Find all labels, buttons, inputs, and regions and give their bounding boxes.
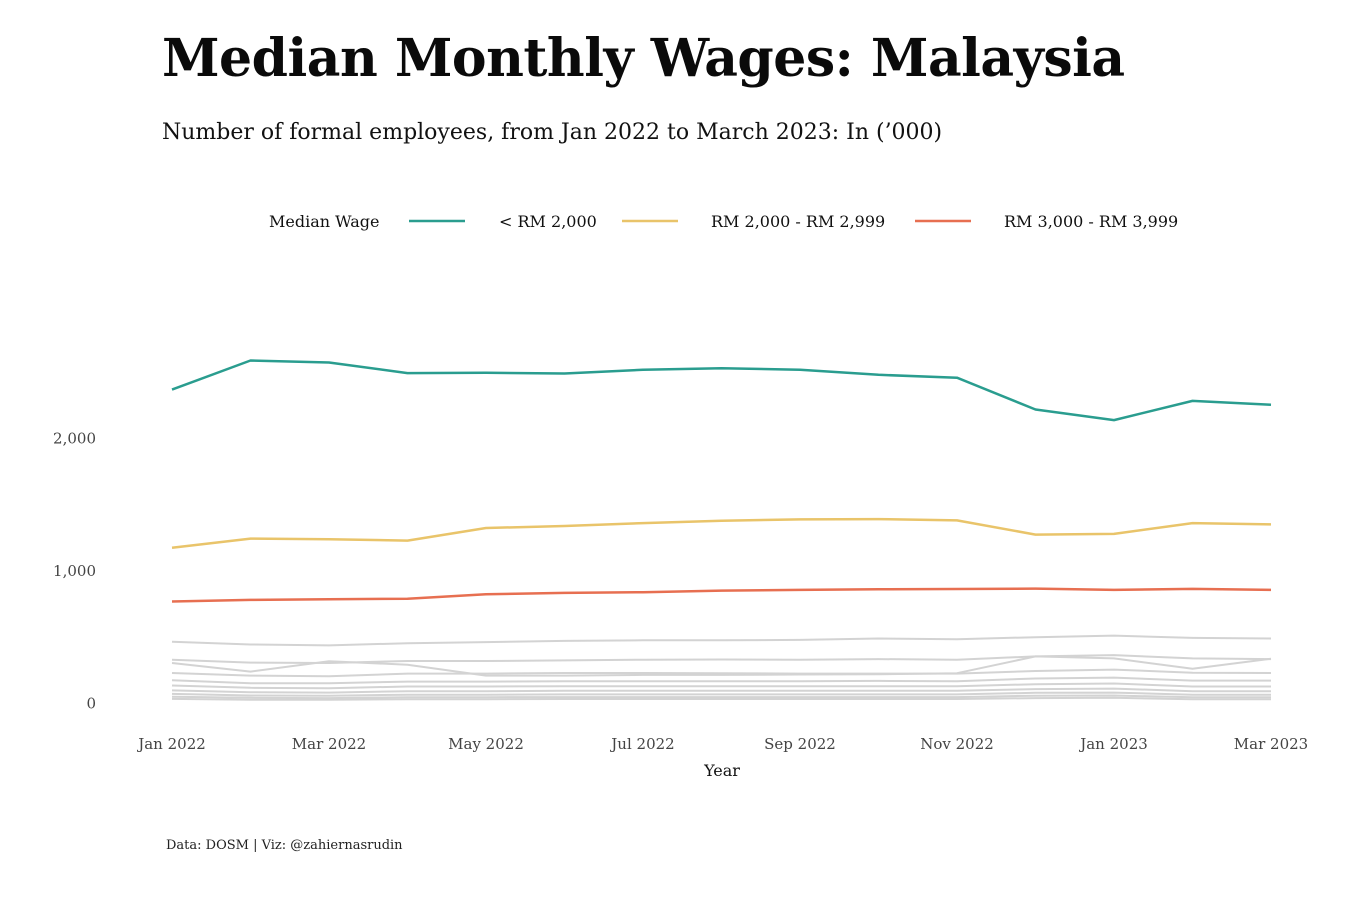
x-tick-label: Mar 2023: [1234, 735, 1308, 753]
legend: Median Wage < RM 2,000 RM 2,000 - RM 2,9…: [269, 212, 1178, 231]
series-line-3: [171, 587, 1272, 603]
x-tick-label: Sep 2022: [764, 735, 836, 753]
x-axis-ticks: Jan 2022 Mar 2022 May 2022 Jul 2022 Sep 2022…: [136, 735, 1308, 753]
y-tick-label: 2,000: [53, 430, 96, 448]
y-tick-label: 0: [86, 694, 96, 712]
series-line-1: [171, 359, 1272, 422]
y-axis-ticks: 0 1,000 2,000: [53, 430, 96, 713]
chart-subtitle: Number of formal employees, from Jan 202…: [162, 120, 943, 145]
source-caption: Data: DOSM | Viz: @zahiernasrudin: [166, 838, 403, 853]
background-series-line-4: [171, 634, 1272, 647]
x-tick-label: Nov 2022: [920, 735, 994, 753]
background-series-line-10: [171, 687, 1271, 694]
background-series-line-6: [171, 655, 1272, 677]
legend-label-2: RM 2,000 - RM 2,999: [711, 212, 885, 231]
background-series-line-8: [171, 676, 1271, 685]
chart-title: Median Monthly Wages: Malaysia: [162, 28, 1125, 89]
background-series-line-7: [171, 668, 1272, 678]
x-tick-label: Mar 2022: [292, 735, 366, 753]
series-layer: [171, 359, 1272, 701]
legend-label-1: < RM 2,000: [499, 212, 597, 231]
x-tick-label: Jan 2022: [136, 735, 206, 753]
x-tick-label: Jan 2023: [1078, 735, 1148, 753]
y-tick-label: 1,000: [53, 562, 96, 580]
x-axis-title: Year: [703, 761, 740, 780]
background-series-line-12: [171, 694, 1271, 700]
background-series-line-11: [171, 691, 1271, 697]
background-series-line-9: [171, 682, 1271, 690]
x-tick-label: Jul 2022: [609, 735, 674, 753]
x-tick-label: May 2022: [448, 735, 524, 753]
background-series-line-13: [171, 696, 1271, 701]
legend-label-3: RM 3,000 - RM 3,999: [1004, 212, 1178, 231]
series-line-2: [171, 517, 1272, 550]
legend-title: Median Wage: [269, 212, 379, 231]
